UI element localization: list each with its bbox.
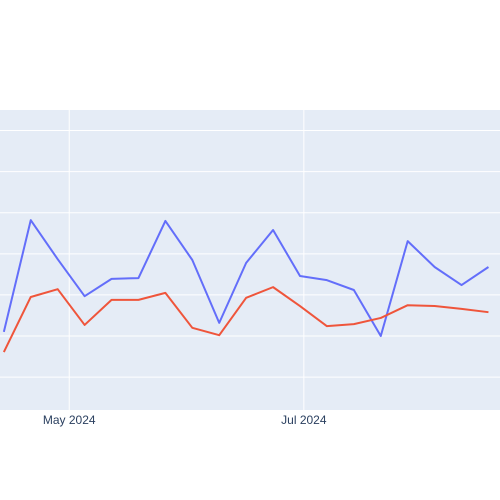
- plot: [0, 110, 500, 410]
- line: [2, 219, 490, 338]
- x-tick-label: Jul 2024: [281, 413, 327, 427]
- x-tick-label: May 2024: [43, 413, 96, 427]
- line: [2, 286, 489, 353]
- plot-area: [0, 110, 500, 410]
